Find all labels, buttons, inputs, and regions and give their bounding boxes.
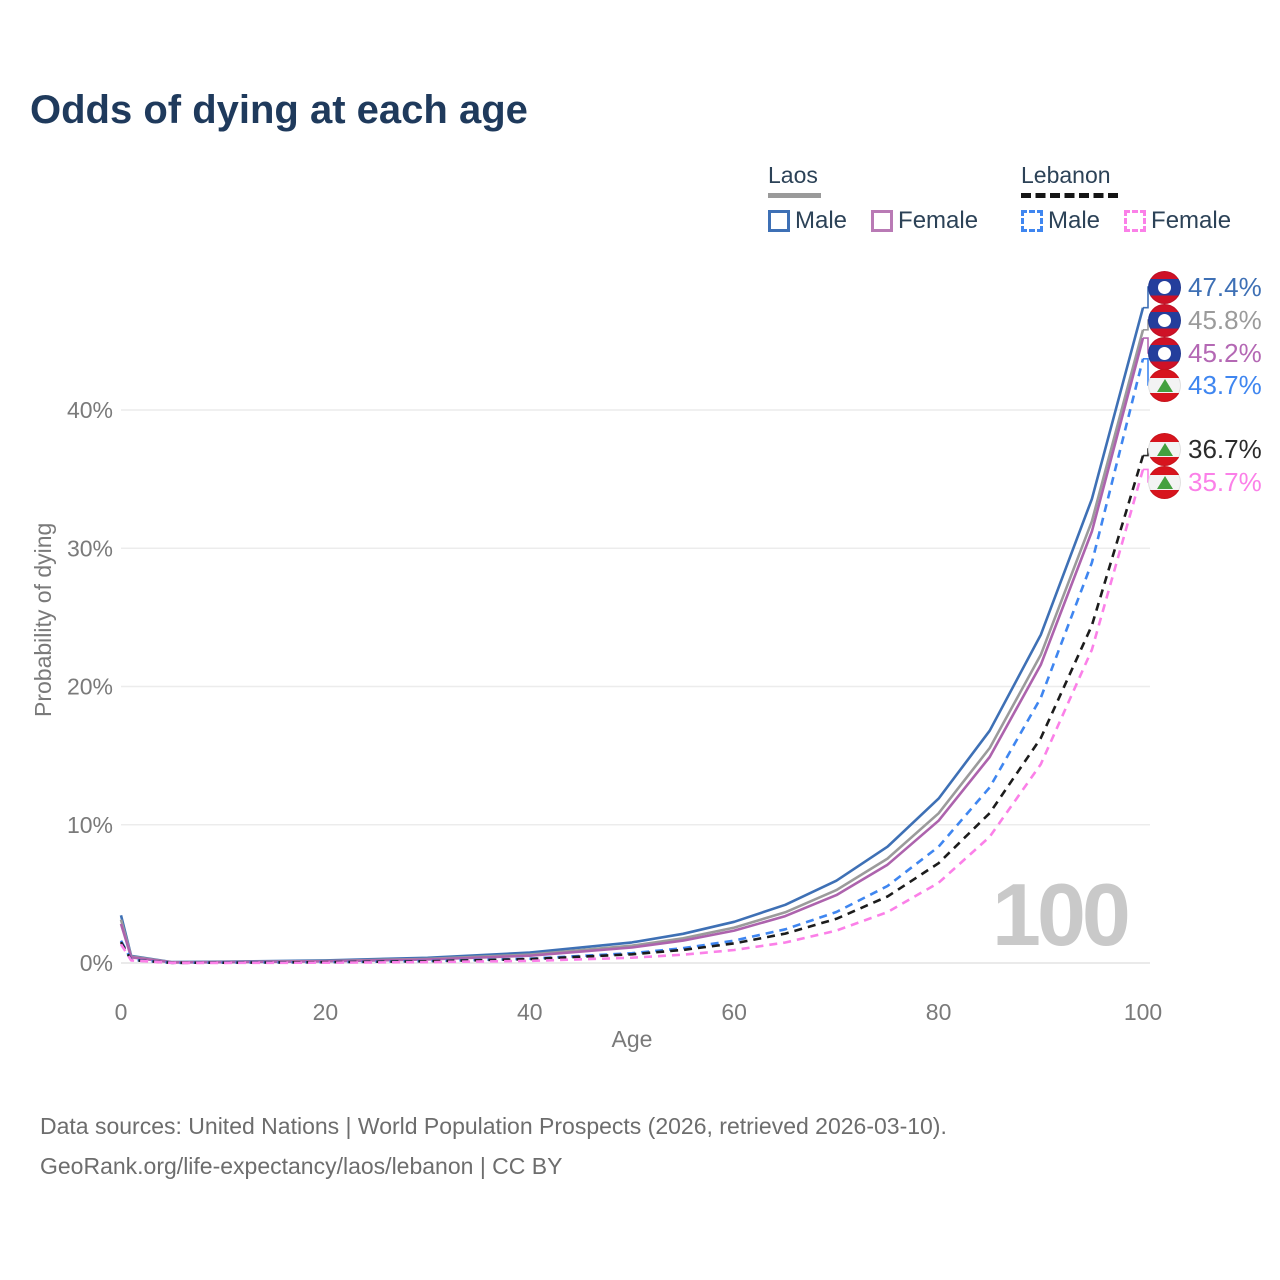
legend-group-lebanon: Lebanon Male Female — [1021, 162, 1231, 235]
legend-country-laos: Laos — [768, 162, 818, 188]
y-tick-label: 30% — [67, 535, 113, 561]
legend-label: Female — [1151, 207, 1232, 234]
laos-female-swatch-icon — [871, 210, 894, 232]
end-label-connector — [1143, 468, 1152, 483]
y-tick-label: 20% — [67, 674, 113, 700]
age-counter-watermark: 100 — [992, 865, 1131, 964]
end-label-connector — [1143, 358, 1152, 386]
series-laos-female — [119, 337, 1145, 964]
x-tick-label: 0 — [115, 999, 128, 1025]
series-lebanon-male — [119, 358, 1145, 965]
laos-line-swatch — [768, 193, 821, 198]
legend-label: Male — [1048, 207, 1101, 234]
y-tick-label: 10% — [67, 812, 113, 838]
y-tick-label: 40% — [67, 397, 113, 423]
x-tick-label: 60 — [721, 999, 747, 1025]
source-line-1: Data sources: United Nations | World Pop… — [40, 1113, 947, 1139]
series-laos-both-sexes — [119, 329, 1145, 964]
laos-male-swatch-icon — [768, 210, 790, 232]
x-axis-title: Age — [611, 1026, 653, 1052]
legend-country-lebanon: Lebanon — [1021, 162, 1111, 188]
lebanon-line-swatch — [1021, 193, 1118, 198]
lebanon-female-swatch-icon — [1124, 210, 1147, 232]
source-line-2: GeoRank.org/life-expectancy/laos/lebanon… — [40, 1153, 563, 1179]
source-footer: Data sources: United Nations | World Pop… — [40, 1106, 947, 1186]
legend-group-laos: Laos Male Female — [768, 162, 978, 235]
legend-item-lebanon-male[interactable]: Male — [1021, 207, 1100, 235]
series-lebanon-female — [119, 469, 1145, 965]
line-chart-plot: 0% 10% 20% 30% 40% 0 20 40 60 80 100 — [67, 286, 1162, 1025]
end-label-connector — [1143, 286, 1152, 309]
end-label-connector — [1143, 448, 1152, 457]
page-title: Odds of dying at each age — [30, 88, 528, 132]
x-tick-label: 80 — [926, 999, 952, 1025]
x-tick-label: 40 — [517, 999, 543, 1025]
legend-label: Male — [795, 207, 848, 234]
end-label-connector — [1143, 319, 1152, 331]
y-tick-label: 0% — [80, 950, 113, 976]
legend-label: Female — [898, 207, 979, 234]
series-laos-male — [119, 307, 1145, 964]
legend-item-lebanon-female[interactable]: Female — [1124, 207, 1231, 235]
legend-item-laos-female[interactable]: Female — [871, 207, 978, 235]
series-lebanon-both-sexes — [119, 455, 1145, 965]
end-label-connector — [1143, 337, 1152, 354]
lebanon-male-swatch-icon — [1021, 210, 1043, 232]
x-tick-label: 20 — [313, 999, 339, 1025]
x-tick-label: 100 — [1124, 999, 1162, 1025]
legend-item-laos-male[interactable]: Male — [768, 207, 847, 235]
